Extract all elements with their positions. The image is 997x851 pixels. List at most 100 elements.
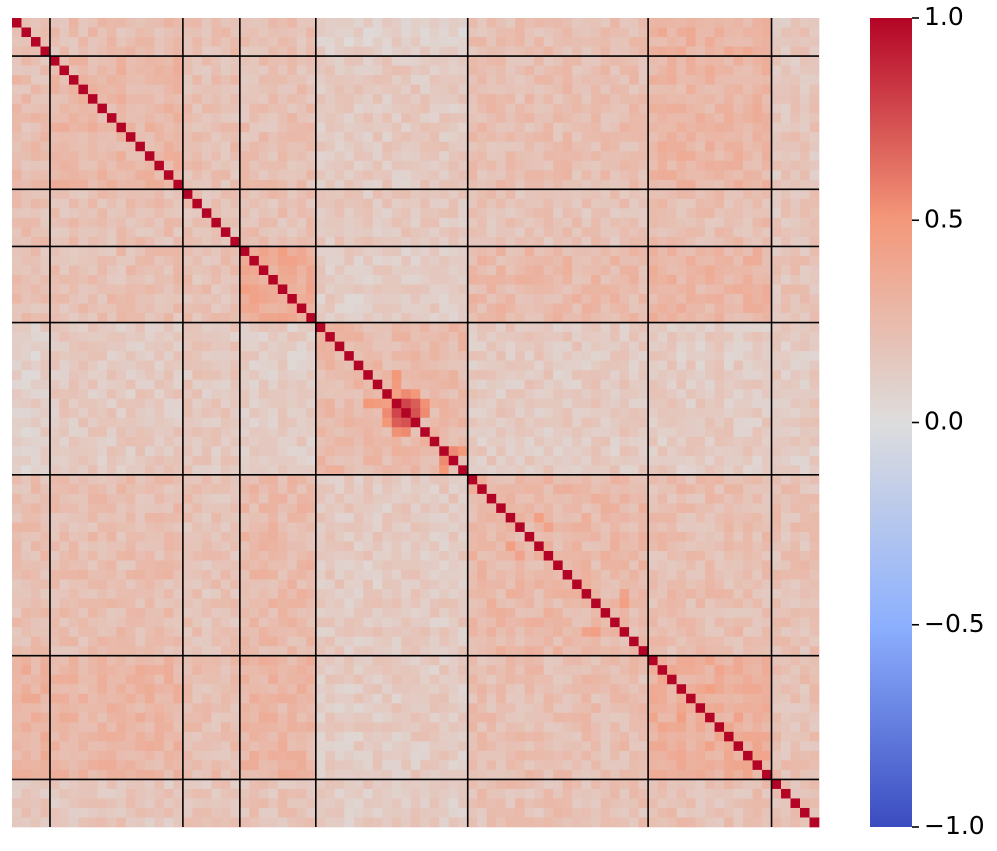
heatmap-cell (638, 208, 649, 219)
heatmap-cell (192, 274, 203, 285)
heatmap-cell (87, 274, 98, 285)
heatmap-cell (144, 27, 155, 38)
heatmap-cell (401, 18, 412, 28)
heatmap-cell (325, 294, 336, 304)
heatmap-cell (192, 322, 203, 333)
heatmap-cell (762, 379, 772, 390)
heatmap-cell (515, 541, 526, 552)
heatmap-cell (648, 75, 658, 85)
heatmap-cell (705, 303, 715, 314)
heatmap-cell (543, 84, 554, 95)
heatmap-cell (629, 160, 639, 171)
heatmap-cell (315, 465, 326, 476)
heatmap-cell (648, 398, 658, 409)
heatmap-cell (325, 132, 336, 143)
heatmap-cell (78, 351, 89, 361)
heatmap-cell (467, 246, 478, 257)
heatmap-cell (344, 531, 355, 542)
heatmap-cell (657, 294, 668, 304)
heatmap-cell (296, 389, 307, 400)
heatmap-cell (790, 322, 801, 333)
heatmap-cell (667, 436, 677, 447)
heatmap-cell (752, 417, 763, 428)
heatmap-cell (638, 465, 649, 476)
heatmap-cell (306, 151, 317, 162)
heatmap-cell (477, 27, 488, 38)
heatmap-cell (30, 236, 41, 247)
heatmap-cell (648, 446, 658, 457)
heatmap-cell (372, 360, 383, 371)
heatmap-cell (68, 236, 79, 247)
heatmap-cell (268, 274, 279, 285)
heatmap-cell (49, 132, 60, 143)
heatmap-cell (581, 531, 592, 542)
heatmap-cell (21, 560, 32, 571)
heatmap-cell (325, 18, 336, 28)
heatmap-cell (553, 570, 563, 580)
heatmap-cell (144, 512, 155, 523)
heatmap-cell (182, 75, 193, 85)
heatmap-cell (68, 122, 79, 133)
heatmap-cell (553, 227, 563, 238)
heatmap-cell (325, 122, 336, 133)
heatmap-cell (372, 170, 383, 181)
heatmap-cell (477, 75, 488, 85)
heatmap-cell (116, 541, 127, 552)
heatmap-cell (220, 370, 231, 381)
heatmap-cell (182, 284, 193, 295)
heatmap-cell (97, 179, 108, 190)
heatmap-cell (287, 322, 298, 333)
heatmap-cell (68, 103, 79, 114)
heatmap-cell (629, 541, 639, 552)
heatmap-cell (125, 255, 136, 266)
heatmap-cell (467, 84, 478, 95)
heatmap-cell (534, 236, 545, 247)
heatmap-cell (97, 531, 108, 542)
heatmap-cell (676, 122, 687, 133)
heatmap-cell (762, 436, 772, 447)
heatmap-cell (30, 493, 41, 504)
heatmap-cell (686, 37, 696, 47)
heatmap-cell (287, 65, 298, 76)
heatmap-cell (553, 560, 563, 571)
heatmap-cell (562, 160, 573, 171)
heatmap-cell (695, 151, 706, 162)
heatmap-cell (401, 113, 412, 124)
heatmap-cell (676, 75, 687, 85)
heatmap-cell (163, 65, 174, 76)
heatmap-cell (78, 246, 89, 257)
heatmap-cell (781, 103, 791, 114)
heatmap-cell (809, 141, 820, 152)
heatmap-cell (78, 132, 89, 143)
heatmap-cell (410, 151, 421, 162)
heatmap-cell (192, 84, 203, 95)
heatmap-cell (600, 208, 611, 219)
heatmap-cell (458, 541, 469, 552)
heatmap-cell (496, 389, 507, 400)
heatmap-cell (211, 493, 222, 504)
heatmap-cell (743, 113, 753, 124)
heatmap-cell (524, 151, 535, 162)
heatmap-cell (724, 179, 734, 190)
heatmap-cell (648, 570, 658, 580)
heatmap-cell (258, 208, 269, 219)
heatmap-cell (686, 408, 696, 419)
heatmap-cell (135, 360, 146, 371)
heatmap-cell (543, 389, 554, 400)
heatmap-cell (59, 265, 70, 276)
heatmap-cell (724, 189, 734, 200)
heatmap-cell (12, 151, 22, 162)
heatmap-cell (182, 103, 193, 114)
heatmap-cell (686, 484, 696, 495)
heatmap-cell (448, 179, 459, 190)
heatmap-cell (553, 132, 563, 143)
heatmap-cell (344, 398, 355, 409)
heatmap-cell (515, 122, 526, 133)
heatmap-cell (771, 341, 782, 352)
heatmap-cell (591, 484, 601, 495)
heatmap-cell (515, 389, 526, 400)
heatmap-cell (268, 56, 279, 66)
heatmap-cell (315, 122, 326, 133)
heatmap-cell (87, 503, 98, 514)
heatmap-cell (78, 151, 89, 162)
